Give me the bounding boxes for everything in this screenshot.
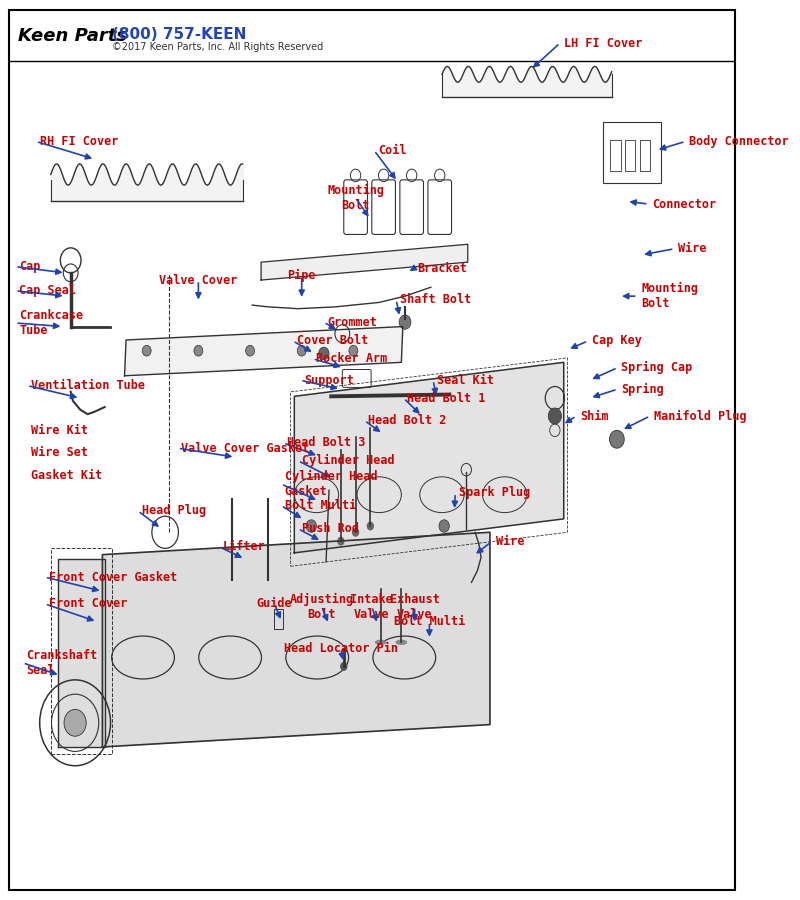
Text: Keen Parts: Keen Parts — [18, 27, 126, 45]
Text: ©2017 Keen Parts, Inc. All Rights Reserved: ©2017 Keen Parts, Inc. All Rights Reserv… — [112, 42, 323, 52]
Circle shape — [318, 347, 329, 360]
Circle shape — [439, 520, 450, 532]
Circle shape — [340, 662, 347, 670]
Polygon shape — [261, 244, 468, 280]
Circle shape — [337, 536, 345, 545]
Circle shape — [548, 408, 562, 424]
Text: (800) 757-KEEN: (800) 757-KEEN — [112, 27, 246, 42]
Circle shape — [64, 709, 86, 736]
Circle shape — [349, 346, 358, 356]
Circle shape — [610, 430, 624, 448]
Text: Shim: Shim — [580, 410, 609, 422]
Text: Wire: Wire — [678, 242, 706, 256]
Circle shape — [399, 315, 411, 329]
Ellipse shape — [395, 640, 407, 645]
Text: Head Locator Pin: Head Locator Pin — [284, 642, 398, 655]
Text: Valve Cover Gasket: Valve Cover Gasket — [182, 442, 310, 454]
Text: Pipe: Pipe — [287, 269, 316, 282]
Text: Intake
Valve: Intake Valve — [350, 592, 393, 620]
Text: Guide: Guide — [257, 598, 292, 610]
Polygon shape — [294, 363, 564, 553]
Circle shape — [306, 520, 317, 532]
Circle shape — [194, 346, 203, 356]
Text: Cylinder Head: Cylinder Head — [302, 454, 394, 467]
Circle shape — [246, 346, 254, 356]
Text: LH FI Cover: LH FI Cover — [564, 37, 642, 50]
Text: Body Connector: Body Connector — [690, 135, 789, 148]
Ellipse shape — [374, 640, 386, 645]
Text: Adjusting
Bolt: Adjusting Bolt — [290, 592, 354, 621]
Text: Support: Support — [304, 374, 354, 387]
Text: Wire: Wire — [496, 535, 524, 548]
Text: Mounting
Bolt: Mounting Bolt — [327, 184, 384, 212]
Text: Head Bolt 1: Head Bolt 1 — [407, 392, 486, 405]
Text: Head Plug: Head Plug — [142, 504, 206, 518]
Text: Head Bolt 3: Head Bolt 3 — [287, 436, 366, 449]
Text: Cap: Cap — [19, 260, 40, 273]
Text: Front Cover: Front Cover — [49, 598, 127, 610]
Text: Rocker Arm: Rocker Arm — [317, 352, 388, 365]
Text: Cap Seal: Cap Seal — [19, 284, 76, 297]
Bar — [274, 609, 283, 629]
Text: Crankshaft
Seal: Crankshaft Seal — [26, 649, 98, 677]
Circle shape — [352, 527, 359, 536]
Text: Cover Bolt: Cover Bolt — [297, 335, 368, 347]
Text: Front Cover Gasket: Front Cover Gasket — [49, 571, 177, 583]
Text: Shaft Bolt: Shaft Bolt — [400, 293, 471, 306]
Text: Bracket: Bracket — [418, 262, 467, 274]
Text: Push Rod: Push Rod — [302, 522, 358, 536]
Text: Connector: Connector — [652, 197, 717, 211]
Text: Ventilation Tube: Ventilation Tube — [31, 379, 145, 392]
Polygon shape — [102, 532, 490, 747]
Text: Seal Kit: Seal Kit — [437, 374, 494, 387]
Bar — [625, 140, 635, 171]
Text: Mounting
Bolt: Mounting Bolt — [642, 282, 698, 310]
Text: Bolt Multi: Bolt Multi — [394, 616, 465, 628]
Circle shape — [366, 522, 374, 530]
Text: Coil: Coil — [378, 144, 406, 157]
Text: Gasket Kit: Gasket Kit — [31, 469, 102, 482]
Text: Valve Cover: Valve Cover — [159, 274, 238, 286]
Text: Grommet: Grommet — [327, 316, 378, 328]
Text: Wire Kit: Wire Kit — [31, 424, 88, 436]
Text: Exhaust
Valve: Exhaust Valve — [390, 592, 439, 620]
Text: Wire Set: Wire Set — [31, 446, 88, 459]
Bar — [610, 140, 621, 171]
Text: Crankcase
Tube: Crankcase Tube — [19, 309, 83, 337]
Text: Spring: Spring — [622, 382, 664, 396]
Text: Head Bolt 2: Head Bolt 2 — [368, 414, 446, 427]
Text: Manifold Plug: Manifold Plug — [654, 410, 746, 423]
Circle shape — [142, 346, 151, 356]
Text: Lifter: Lifter — [222, 540, 266, 554]
Polygon shape — [125, 327, 403, 376]
Polygon shape — [58, 559, 105, 747]
Text: RH FI Cover: RH FI Cover — [40, 135, 118, 148]
Text: Bolt Multi: Bolt Multi — [285, 499, 356, 512]
Text: Cylinder Head
Gasket: Cylinder Head Gasket — [285, 470, 378, 498]
Text: Cap Key: Cap Key — [592, 335, 642, 347]
Circle shape — [298, 346, 306, 356]
Text: Spring Cap: Spring Cap — [622, 361, 693, 374]
Text: Spark Plug: Spark Plug — [459, 486, 530, 500]
Bar — [640, 140, 650, 171]
